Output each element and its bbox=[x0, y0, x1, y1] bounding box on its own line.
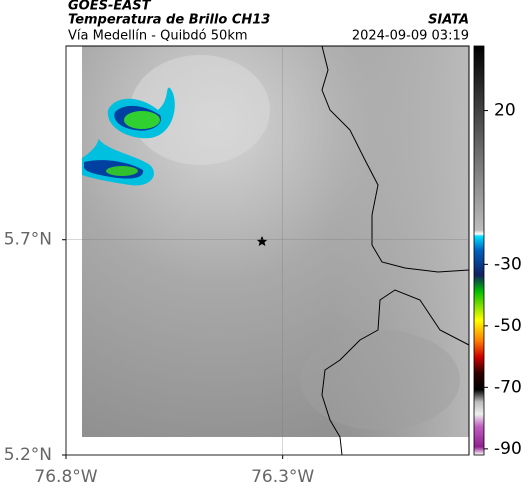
y-tick-label: 5.2°N bbox=[4, 445, 52, 465]
satellite-image bbox=[82, 46, 469, 437]
source: SIATA bbox=[428, 13, 469, 28]
colorbar-label: -30 bbox=[494, 254, 522, 274]
colorbar-label: 20 bbox=[494, 101, 516, 121]
colorbar-label: -90 bbox=[494, 439, 522, 459]
colorbar bbox=[473, 45, 485, 456]
x-tick-label: 76.8°W bbox=[34, 467, 97, 487]
title: GOES-EAST bbox=[68, 0, 152, 14]
cloud-top bbox=[82, 87, 175, 186]
borders bbox=[321, 45, 470, 456]
x-tick-label: 76.3°W bbox=[251, 467, 314, 487]
subtitle: Temperatura de Brillo CH13 bbox=[68, 13, 270, 28]
y-tick-label: 5.7°N bbox=[4, 230, 52, 250]
colorbar-label: -70 bbox=[494, 377, 522, 397]
location-marker bbox=[256, 236, 268, 246]
location: Vía Medellín - Quibdó 50km bbox=[68, 29, 248, 44]
timestamp: 2024-09-09 03:19 bbox=[352, 29, 469, 44]
colorbar-label: -50 bbox=[494, 316, 522, 336]
